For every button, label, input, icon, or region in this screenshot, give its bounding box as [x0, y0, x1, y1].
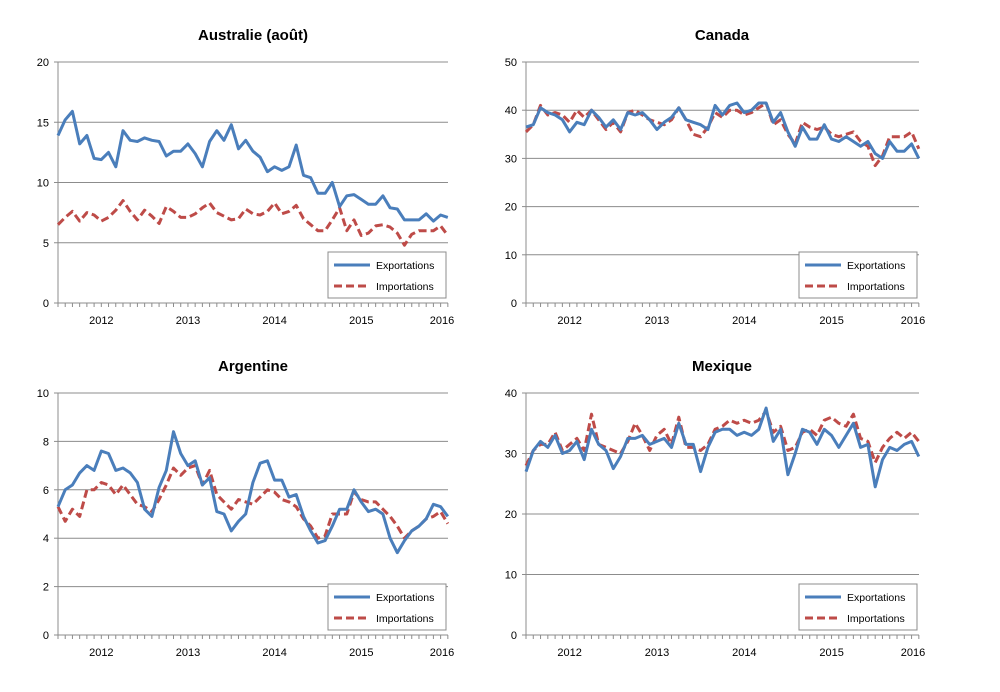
legend-label: Exportations	[376, 592, 434, 604]
series-line-importations	[524, 409, 920, 467]
legend: Exportations Importations	[798, 251, 918, 299]
chart-title: Argentine	[218, 358, 288, 375]
x-tick-label: 2015	[349, 315, 373, 327]
legend-label: Importations	[847, 613, 905, 625]
y-tick-label: 40	[505, 388, 517, 400]
x-tick-label: 2015	[819, 647, 843, 659]
x-tick-label: 2016	[901, 315, 925, 327]
y-tick-label: 6	[43, 485, 49, 497]
chart-panel-2: Argentine 0 2 4 6 8 10 2012 2013 2014 2015 2016 Expo…	[37, 358, 454, 659]
y-tick-label: 0	[511, 298, 517, 310]
x-tick-label: 2012	[89, 647, 113, 659]
legend-label: Exportations	[847, 592, 905, 604]
chart-panel-0: Australie (août) 0 5 10 15 20 2012 2013 2014 2015…	[37, 27, 454, 327]
y-tick-label: 20	[505, 509, 517, 521]
y-tick-label: 5	[43, 238, 49, 250]
y-tick-label: 30	[505, 153, 517, 165]
chart-panel-3: Mexique 0 10 20 30 40 2012 2013 2014 2015 2016 Expo…	[505, 358, 925, 659]
series-line-importations	[56, 199, 449, 247]
y-tick-label: 30	[505, 449, 517, 461]
x-tick-label: 2012	[557, 315, 581, 327]
y-tick-label: 50	[505, 57, 517, 69]
x-tick-label: 2013	[176, 315, 200, 327]
x-tick-label: 2016	[430, 315, 454, 327]
series-line-importations	[524, 101, 921, 168]
y-tick-label: 20	[505, 202, 517, 214]
series-line-importations	[56, 464, 450, 540]
x-tick-label: 2016	[901, 647, 925, 659]
x-tick-label: 2012	[89, 315, 113, 327]
legend: Exportations Importations	[327, 583, 447, 631]
x-tick-label: 2016	[430, 647, 454, 659]
chart-title: Mexique	[692, 358, 752, 375]
series-line-exportations	[56, 109, 449, 223]
x-tick-label: 2014	[262, 647, 286, 659]
x-tick-label: 2015	[349, 647, 373, 659]
y-tick-label: 10	[505, 570, 517, 582]
legend-box	[798, 251, 918, 299]
x-tick-label: 2014	[732, 647, 756, 659]
legend-box	[327, 251, 447, 299]
series-line-exportations	[56, 430, 450, 555]
legend-box	[798, 583, 918, 631]
chart-title: Australie (août)	[198, 27, 308, 44]
series-line-exportations	[524, 406, 921, 489]
x-tick-label: 2013	[176, 647, 200, 659]
y-tick-label: 10	[37, 178, 49, 190]
legend-box	[327, 583, 447, 631]
y-tick-label: 4	[43, 533, 49, 545]
y-tick-label: 0	[43, 630, 49, 642]
legend-label: Exportations	[847, 260, 905, 272]
y-tick-label: 8	[43, 436, 49, 448]
x-tick-label: 2013	[645, 647, 669, 659]
series-line-exportations	[525, 101, 921, 160]
y-tick-label: 40	[505, 105, 517, 117]
chart-title: Canada	[695, 27, 750, 44]
y-tick-label: 0	[511, 630, 517, 642]
legend-label: Importations	[847, 281, 905, 293]
x-tick-label: 2013	[645, 315, 669, 327]
x-tick-label: 2014	[732, 315, 756, 327]
y-tick-label: 2	[43, 582, 49, 594]
y-tick-label: 0	[43, 298, 49, 310]
chart-panel-1: Canada 0 10 20 30 40 50 2012 2013 2014 2015 2016 Exp…	[505, 27, 925, 327]
legend: Exportations Importations	[798, 583, 918, 631]
legend-label: Importations	[376, 613, 434, 625]
x-tick-label: 2012	[557, 647, 581, 659]
x-tick-label: 2014	[262, 315, 286, 327]
y-tick-label: 20	[37, 57, 49, 69]
x-tick-label: 2015	[819, 315, 843, 327]
legend-label: Exportations	[376, 260, 434, 272]
legend-label: Importations	[376, 281, 434, 293]
y-tick-label: 10	[37, 388, 49, 400]
y-tick-label: 10	[505, 250, 517, 262]
legend: Exportations Importations	[327, 251, 447, 299]
y-tick-label: 15	[37, 117, 49, 129]
